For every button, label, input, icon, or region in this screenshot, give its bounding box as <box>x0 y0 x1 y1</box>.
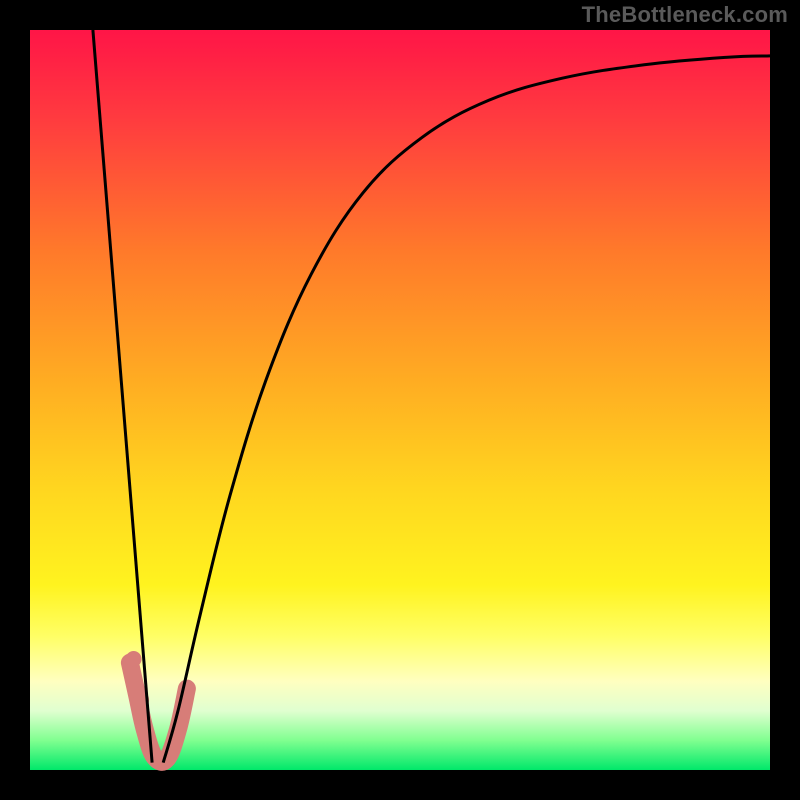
watermark-text: TheBottleneck.com <box>582 2 788 28</box>
optimal-marker-dot <box>126 651 142 667</box>
bottleneck-chart <box>0 0 800 800</box>
